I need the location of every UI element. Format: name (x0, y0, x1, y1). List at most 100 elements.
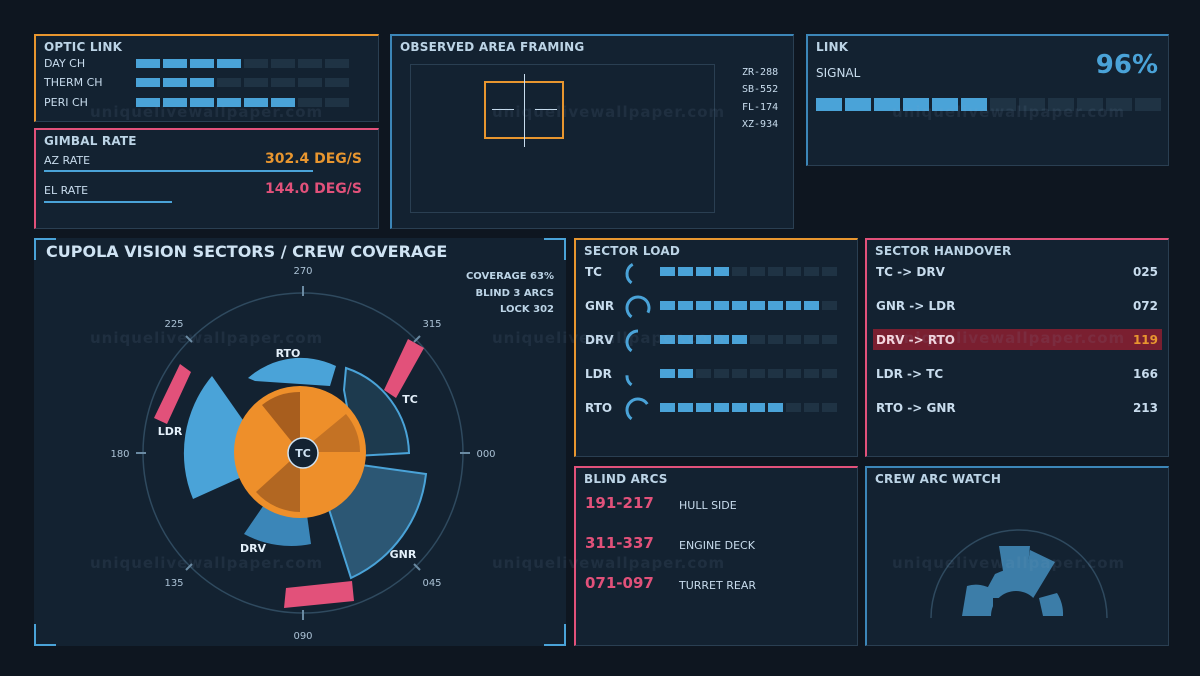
sector-load-label: DRV (585, 333, 614, 347)
blind-arc-marker (384, 339, 424, 398)
bar-segment (786, 301, 801, 310)
blind-arc-marker (284, 581, 354, 608)
bar-segment (271, 78, 295, 87)
link-title: LINK (816, 40, 849, 54)
bar-segment (696, 369, 711, 378)
sector-load-label: LDR (585, 367, 612, 381)
corner-br (544, 624, 566, 646)
bar-segment (768, 335, 783, 344)
bar-segment (804, 403, 819, 412)
bar-segment (714, 403, 729, 412)
cupola-stat: COVERAGE 63% (465, 271, 554, 282)
sector-load-gauge-arc (625, 375, 633, 387)
blind-arc-label: HULL SIDE (679, 499, 737, 512)
sector-handover-panel: SECTOR HANDOVER TC -> DRV 025 GNR -> LDR 07… (865, 238, 1169, 457)
az-rate-fill (44, 170, 313, 172)
bar-segment (678, 403, 693, 412)
bar-segment (768, 403, 783, 412)
reticle-left-tick (492, 109, 514, 110)
bar-segment (217, 78, 241, 87)
sector-load-gauge (625, 295, 651, 319)
handover-label: GNR -> LDR (876, 299, 956, 313)
handover-row[interactable]: GNR -> LDR 072 (873, 295, 1162, 316)
sector-load-label: GNR (585, 299, 615, 313)
cupola-stat: LOCK 302 (500, 304, 554, 315)
bar-segment (822, 301, 837, 310)
framing-code: XZ-934 (742, 119, 779, 130)
handover-value: 119 (1132, 333, 1158, 347)
inner-sector (262, 391, 300, 452)
handover-value: 025 (1132, 265, 1158, 279)
therm-channel-label: THERM CH (44, 76, 103, 89)
bar-segment (298, 59, 322, 68)
center-label: TC (295, 447, 311, 460)
sector-load-label: RTO (585, 401, 613, 415)
blind-arc-range: 071-097 (585, 574, 654, 592)
bearing-tick (413, 563, 421, 571)
corner-tr (544, 238, 566, 260)
bar-segment (750, 335, 765, 344)
bar-segment (750, 369, 765, 378)
sector-load-bar (660, 301, 840, 310)
bar-segment (325, 59, 349, 68)
bar-segment (903, 98, 929, 111)
el-rate-value: 144.0 DEG/S (264, 181, 362, 197)
handover-value: 166 (1132, 367, 1158, 381)
bar-segment (163, 98, 187, 107)
sector-load-gauge (625, 375, 633, 387)
sector-handover-title: SECTOR HANDOVER (875, 244, 1012, 258)
crew-arc-watch-title: CREW ARC WATCH (875, 472, 1002, 486)
handover-label: RTO -> GNR (876, 401, 956, 415)
el-rate-track (44, 201, 364, 203)
bar-segment (714, 301, 729, 310)
signal-label: SIGNAL (816, 66, 861, 80)
crew-label-drv: DRV (240, 542, 267, 555)
bearing-label: 225 (164, 319, 183, 330)
bar-segment (678, 335, 693, 344)
bar-segment (822, 335, 837, 344)
corner-bl (34, 624, 56, 646)
bar-segment (244, 78, 268, 87)
sector-load-bar (660, 403, 840, 412)
bearing-tick (413, 335, 421, 343)
crew-arc-watch-diagram (930, 529, 1108, 619)
peri-channel-label: PERI CH (44, 96, 88, 109)
bar-segment (190, 78, 214, 87)
crew-arc-watch-panel: CREW ARC WATCH (865, 466, 1169, 646)
bar-segment (874, 98, 900, 111)
bearing-tick (185, 563, 193, 571)
bar-segment (990, 98, 1016, 111)
bearing-label: 090 (293, 631, 312, 642)
blind-arc-marker (154, 364, 191, 424)
bar-segment (217, 98, 241, 107)
bar-segment (732, 301, 747, 310)
handover-row[interactable]: DRV -> RTO 119 (873, 329, 1162, 350)
day-channel-label: DAY CH (44, 57, 86, 70)
handover-label: TC -> DRV (876, 265, 945, 279)
bar-segment (822, 403, 837, 412)
bar-segment (786, 335, 801, 344)
handover-row[interactable]: LDR -> TC 166 (873, 363, 1162, 384)
blind-arc-range: 191-217 (585, 494, 654, 512)
bar-segment (768, 369, 783, 378)
bar-segment (678, 369, 693, 378)
handover-row[interactable]: RTO -> GNR 213 (873, 397, 1162, 418)
bearing-label: 000 (476, 449, 495, 460)
az-rate-label: AZ RATE (44, 154, 91, 167)
crew-sector-rto (248, 357, 336, 386)
sector-load-bar (660, 267, 840, 276)
optic-link-title: OPTIC LINK (44, 40, 123, 54)
az-rate-value: 302.4 DEG/S (264, 151, 362, 167)
bar-segment (750, 267, 765, 276)
el-rate-fill (44, 201, 172, 203)
sector-load-bar (660, 335, 840, 344)
bar-segment (1048, 98, 1074, 111)
bar-segment (750, 301, 765, 310)
bar-segment (298, 98, 322, 107)
inner-sector (256, 452, 300, 512)
therm-channel-bar (136, 78, 352, 87)
bar-segment (660, 301, 675, 310)
bar-segment (822, 267, 837, 276)
handover-row[interactable]: TC -> DRV 025 (873, 261, 1162, 282)
bearing-label: 315 (422, 319, 441, 330)
